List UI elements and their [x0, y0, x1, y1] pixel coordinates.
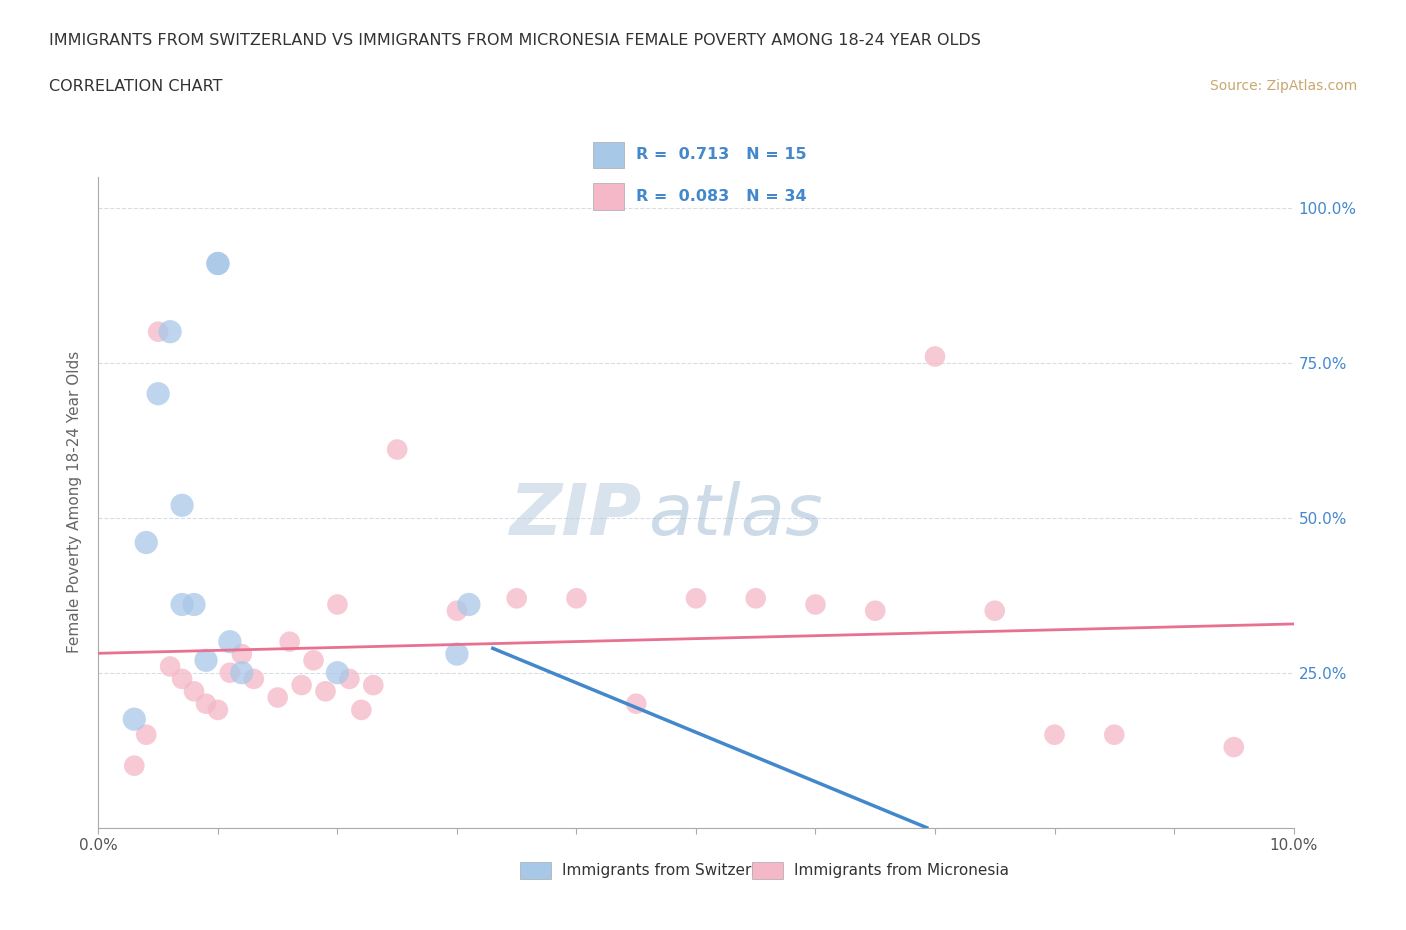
Text: R =  0.083   N = 34: R = 0.083 N = 34	[636, 189, 807, 204]
Text: Immigrants from Micronesia: Immigrants from Micronesia	[794, 863, 1010, 878]
Point	[326, 597, 349, 612]
Point	[865, 604, 887, 618]
Point	[804, 597, 827, 612]
Point	[207, 256, 229, 271]
Point	[195, 653, 218, 668]
Point	[446, 646, 468, 661]
Point	[219, 634, 242, 649]
Point	[326, 665, 349, 680]
Text: CORRELATION CHART: CORRELATION CHART	[49, 79, 222, 94]
Point	[506, 591, 529, 605]
Point	[1043, 727, 1066, 742]
Point	[243, 671, 266, 686]
Point	[350, 702, 373, 717]
Point	[1223, 739, 1246, 754]
Point	[685, 591, 707, 605]
Point	[626, 697, 648, 711]
Point	[458, 597, 481, 612]
Point	[363, 678, 385, 693]
Point	[148, 325, 170, 339]
Text: IMMIGRANTS FROM SWITZERLAND VS IMMIGRANTS FROM MICRONESIA FEMALE POVERTY AMONG 1: IMMIGRANTS FROM SWITZERLAND VS IMMIGRANT…	[49, 33, 981, 47]
Text: Immigrants from Switzerland: Immigrants from Switzerland	[562, 863, 785, 878]
Point	[565, 591, 588, 605]
Y-axis label: Female Poverty Among 18-24 Year Olds: Female Poverty Among 18-24 Year Olds	[67, 352, 83, 654]
Bar	[593, 141, 624, 168]
Point	[924, 349, 946, 364]
Point	[148, 386, 170, 401]
Point	[267, 690, 290, 705]
Point	[135, 727, 157, 742]
Point	[278, 634, 301, 649]
Text: atlas: atlas	[648, 481, 823, 550]
Point	[172, 597, 194, 612]
Point	[124, 711, 146, 726]
Point	[207, 702, 229, 717]
Point	[124, 758, 146, 773]
Point	[385, 442, 409, 457]
Point	[159, 325, 181, 339]
Point	[1104, 727, 1126, 742]
Point	[302, 653, 325, 668]
Text: R =  0.713   N = 15: R = 0.713 N = 15	[636, 148, 807, 163]
Point	[339, 671, 360, 686]
Text: Source: ZipAtlas.com: Source: ZipAtlas.com	[1209, 79, 1357, 93]
Point	[315, 684, 337, 698]
Point	[231, 665, 253, 680]
Point	[172, 498, 194, 512]
Point	[135, 535, 157, 550]
Point	[446, 604, 468, 618]
Point	[159, 659, 181, 674]
Point	[183, 597, 205, 612]
Point	[172, 671, 194, 686]
Point	[207, 256, 229, 271]
Point	[195, 697, 218, 711]
Bar	[593, 183, 624, 210]
Point	[291, 678, 314, 693]
Point	[183, 684, 205, 698]
Point	[745, 591, 768, 605]
Text: ZIP: ZIP	[510, 481, 643, 550]
Point	[231, 646, 253, 661]
Point	[984, 604, 1007, 618]
Point	[219, 665, 242, 680]
